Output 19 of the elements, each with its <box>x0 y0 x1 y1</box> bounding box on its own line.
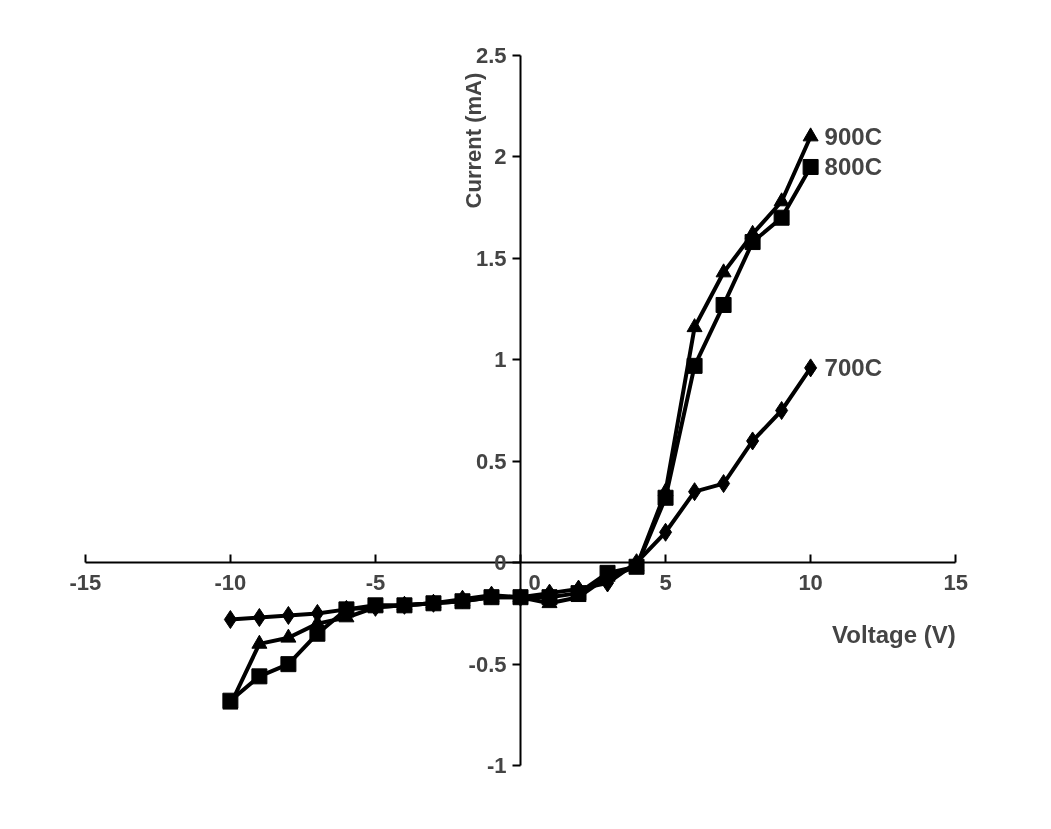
y-axis-title: Current (mA) <box>460 72 486 209</box>
y-tick-label: -0.5 <box>468 651 507 677</box>
y-tick-label: 2.5 <box>475 42 507 68</box>
series-label: 700C <box>824 354 882 382</box>
series-label: 900C <box>824 123 882 151</box>
x-tick-label: -5 <box>365 569 386 595</box>
y-tick-label: 0.5 <box>475 448 507 474</box>
y-tick-label: 2 <box>494 144 507 170</box>
series-label: 800C <box>824 153 882 181</box>
x-tick-label: 5 <box>659 569 672 595</box>
x-tick-label: 10 <box>798 569 823 595</box>
y-tick-label: 1 <box>494 347 507 373</box>
x-tick-label: -15 <box>69 569 102 595</box>
y-tick-label: 1.5 <box>475 245 507 271</box>
x-tick-label: 0 <box>528 569 541 595</box>
y-tick-label: -1 <box>486 753 507 779</box>
x-tick-label: -10 <box>214 569 247 595</box>
x-axis-title: Voltage (V) <box>832 621 956 649</box>
x-tick-label: 15 <box>943 569 968 595</box>
